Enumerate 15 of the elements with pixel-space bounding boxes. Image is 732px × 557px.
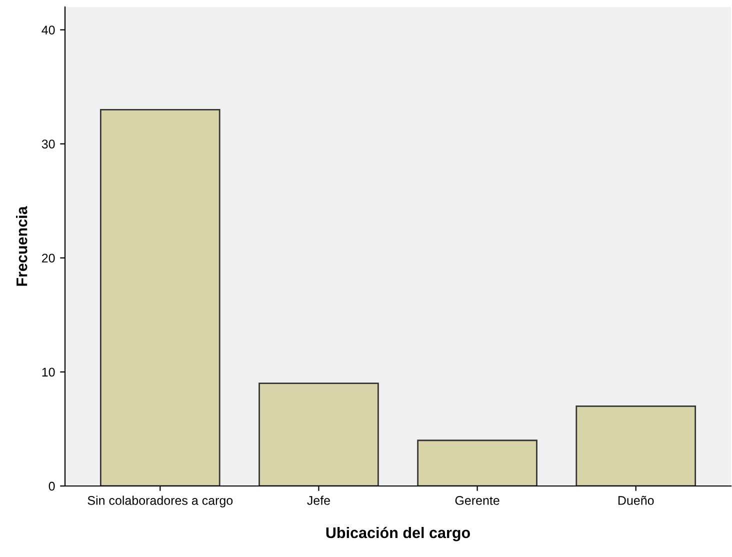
x-tick-label: Dueño	[618, 496, 654, 505]
y-tick-label: 30	[42, 140, 55, 149]
y-tick-label: 0	[48, 482, 55, 491]
bar	[258, 382, 379, 486]
y-tick-label: 40	[42, 26, 55, 34]
y-tick-label: 20	[42, 254, 55, 263]
x-axis-title: Ubicación del cargo	[326, 526, 470, 542]
bar	[576, 405, 696, 486]
x-tick-label: Gerente	[455, 496, 500, 505]
x-tick-label: Jefe	[307, 496, 330, 505]
bar	[417, 440, 538, 486]
x-tick-label: Sin colaboradores a cargo	[88, 496, 233, 508]
bar	[100, 108, 220, 486]
y-tick-label: 10	[42, 368, 55, 377]
y-axis-title: Frecuencia	[16, 206, 28, 286]
